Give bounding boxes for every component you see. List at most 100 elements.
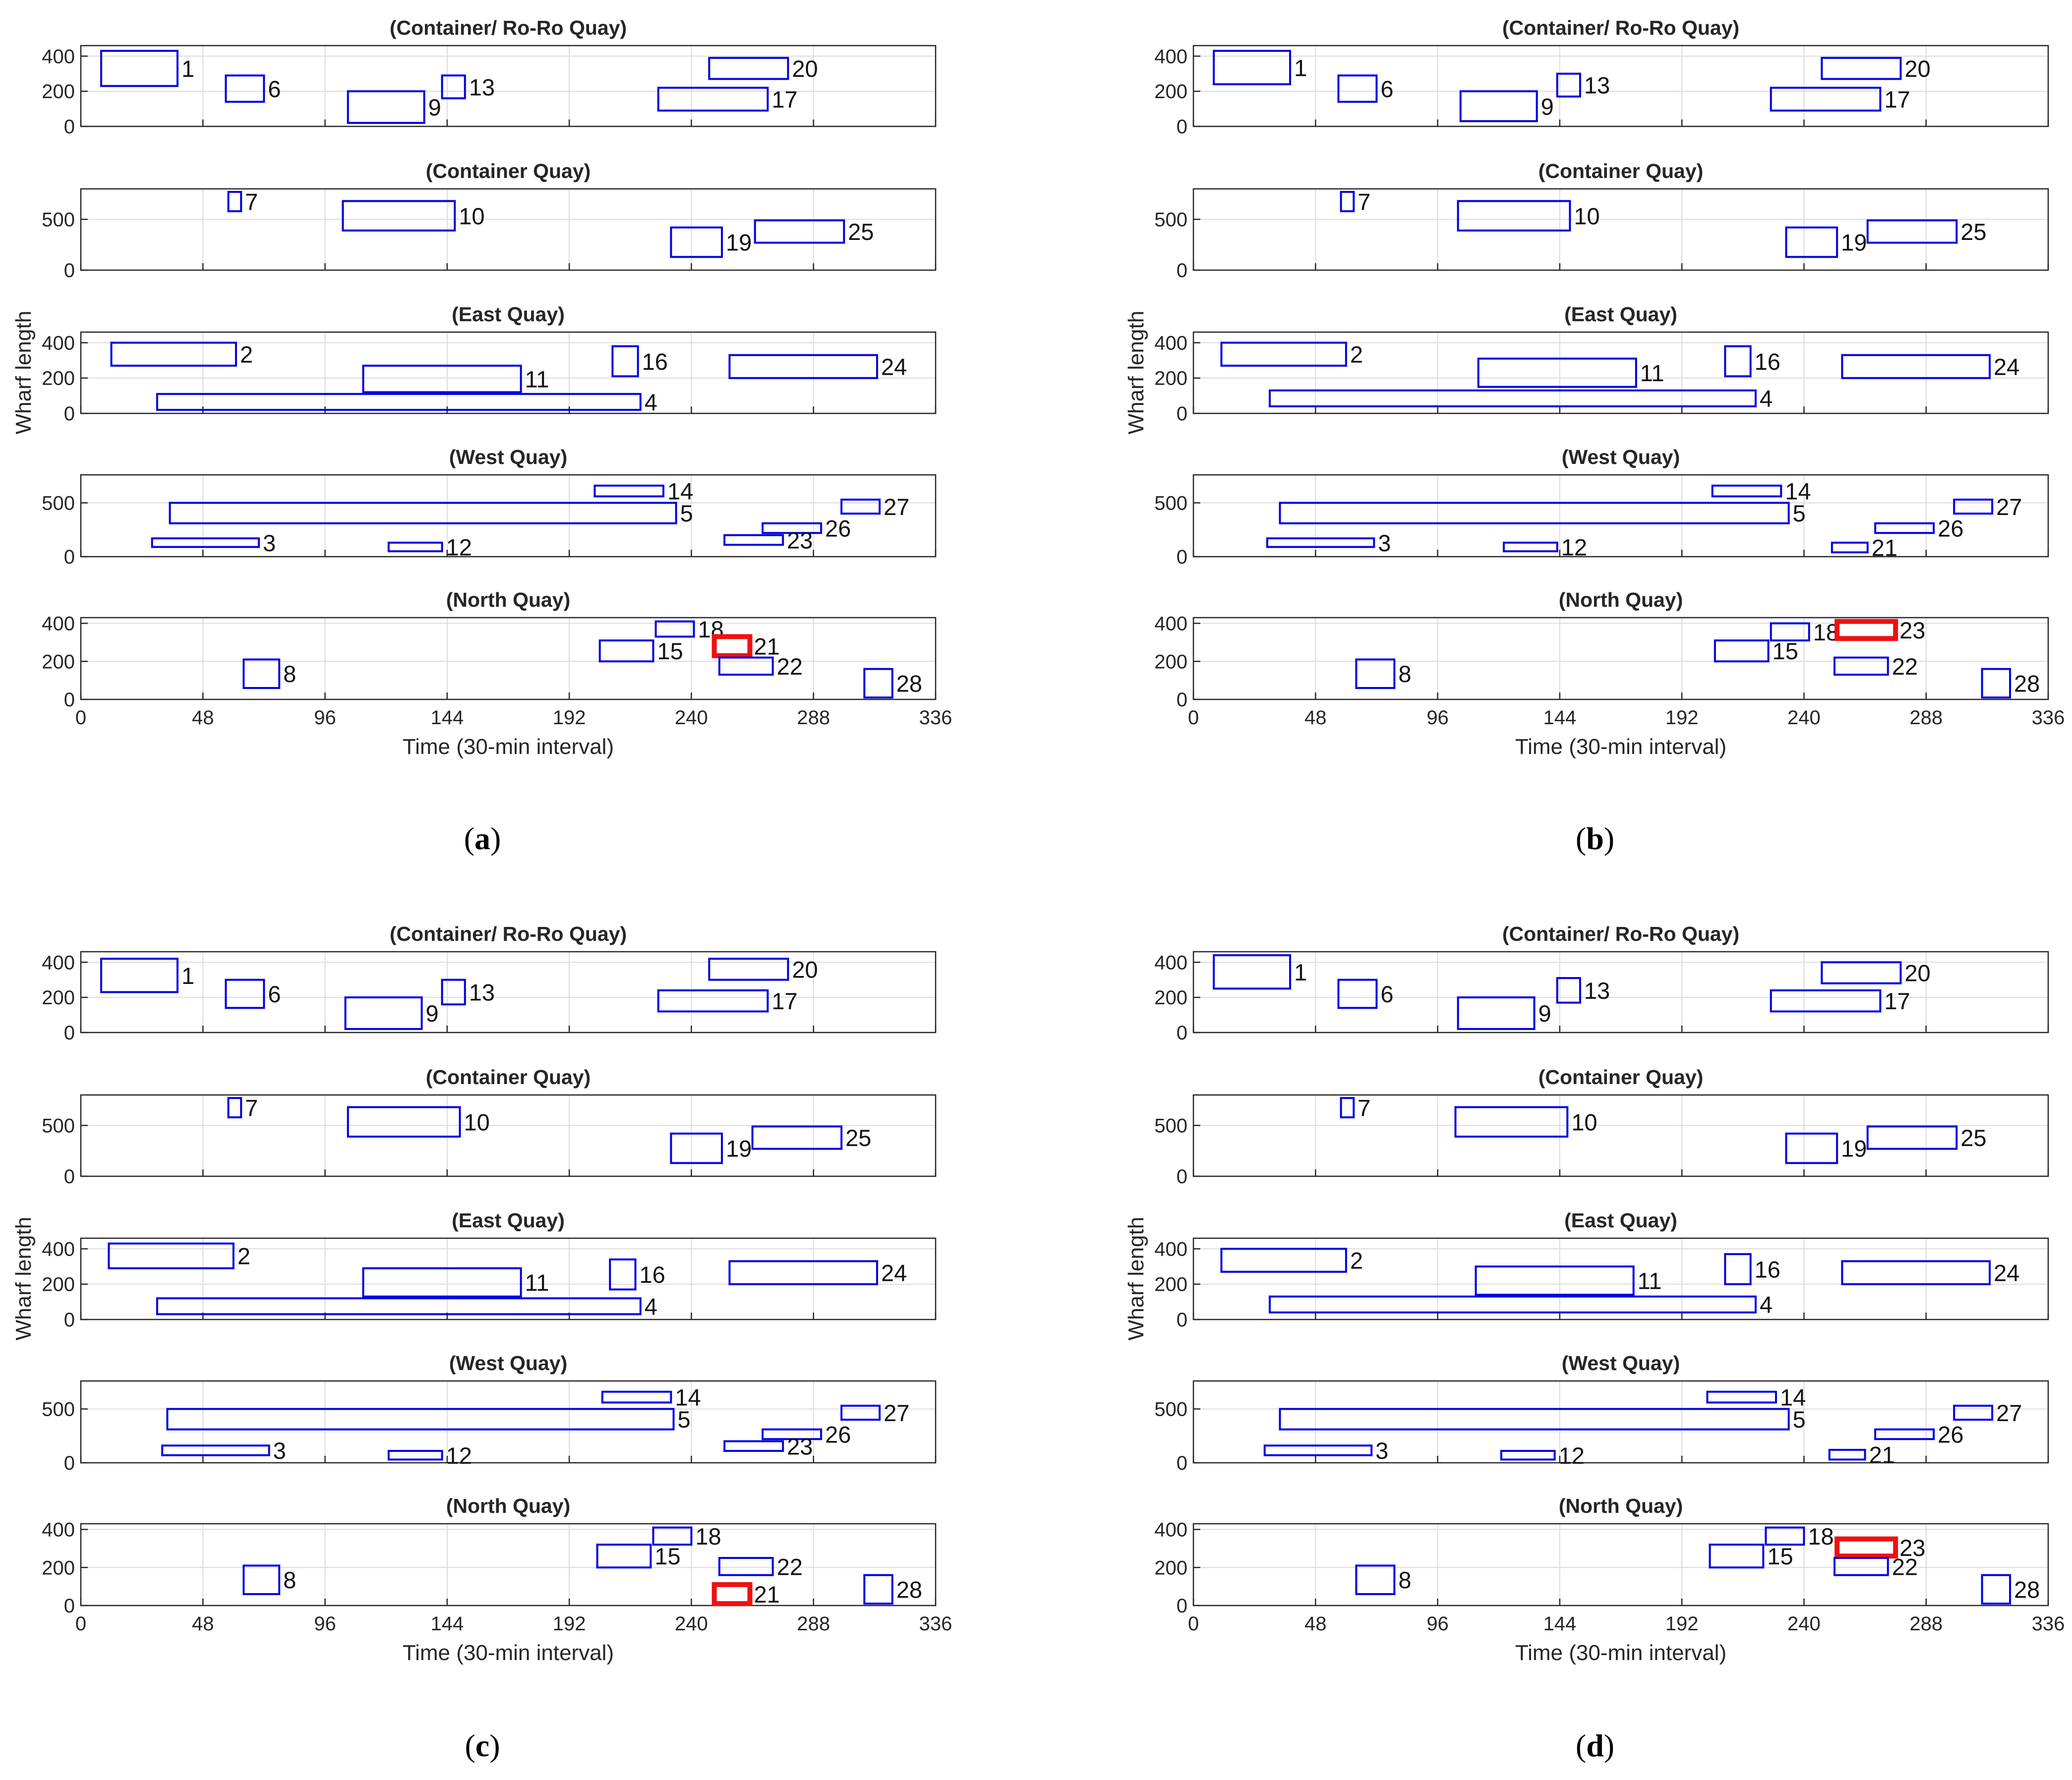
x-tick-label: 0 bbox=[1188, 1613, 1199, 1635]
vessel-label: 26 bbox=[1938, 1421, 1963, 1447]
vessel-label: 24 bbox=[1994, 1260, 2019, 1286]
y-tick-label: 200 bbox=[1154, 368, 1187, 390]
caption-a: (a) bbox=[464, 821, 501, 856]
vessel-box bbox=[1828, 1448, 1866, 1461]
y-tick-label: 500 bbox=[1154, 492, 1187, 514]
quay-title: (Container/ Ro-Ro Quay) bbox=[1502, 922, 1739, 945]
caption-b: (b) bbox=[1575, 821, 1615, 856]
vessel-box bbox=[728, 1260, 878, 1285]
vessel-box bbox=[1556, 977, 1581, 1004]
vessel-label: 10 bbox=[464, 1109, 490, 1135]
vessel-box bbox=[670, 226, 723, 258]
vessel-box bbox=[1841, 1260, 1991, 1285]
x-tick-label: 240 bbox=[1787, 707, 1821, 729]
vessel-box bbox=[708, 958, 789, 981]
vessel-box bbox=[1770, 622, 1810, 642]
caption-b-letter: b bbox=[1586, 821, 1604, 856]
x-tick-label: 288 bbox=[1909, 1613, 1943, 1635]
vessel-label: 24 bbox=[881, 1260, 907, 1286]
vessel-label: 21 bbox=[754, 1581, 779, 1608]
vessel-label: 26 bbox=[825, 515, 851, 541]
vessel-box bbox=[1724, 1253, 1752, 1285]
vessel-label: 12 bbox=[446, 534, 472, 560]
x-tick-label: 96 bbox=[314, 707, 336, 729]
vessel-label: 21 bbox=[754, 633, 779, 660]
axes-box bbox=[80, 1237, 937, 1321]
vessel-label: 19 bbox=[1841, 1136, 1867, 1162]
vessel-label: 28 bbox=[2014, 1576, 2040, 1603]
vessel-box bbox=[751, 1125, 843, 1150]
y-tick-label: 400 bbox=[42, 46, 75, 67]
vessel-label: 14 bbox=[675, 1384, 701, 1411]
vessel-label: 16 bbox=[642, 348, 668, 375]
vessel-box bbox=[161, 1444, 270, 1456]
vessel-box bbox=[169, 502, 677, 524]
y-tick-label: 500 bbox=[42, 492, 75, 514]
quay-title: (West Quay) bbox=[449, 1352, 567, 1375]
y-tick-label: 400 bbox=[42, 332, 75, 354]
vessel-label: 27 bbox=[884, 494, 909, 520]
vessel-label: 24 bbox=[881, 354, 907, 380]
vessel-box bbox=[242, 658, 281, 689]
vessel-box bbox=[100, 958, 178, 993]
vessel-box bbox=[1268, 1295, 1757, 1314]
y-tick-label: 400 bbox=[42, 1238, 75, 1260]
quay-title: (Container/ Ro-Ro Quay) bbox=[390, 16, 627, 39]
x-tick-label: 0 bbox=[1188, 707, 1199, 729]
quay-title: (West Quay) bbox=[1562, 1352, 1680, 1375]
y-tick-label: 0 bbox=[64, 1022, 75, 1044]
y-tick-label: 200 bbox=[1154, 81, 1187, 103]
vessel-box bbox=[652, 1526, 693, 1546]
quay-title: (East Quay) bbox=[1564, 1209, 1677, 1232]
y-tick-label: 500 bbox=[42, 1398, 75, 1420]
quay-title: (North Quay) bbox=[446, 1494, 571, 1517]
y-tick-label: 200 bbox=[42, 368, 75, 390]
vessel-label: 6 bbox=[1380, 981, 1393, 1007]
vessel-box bbox=[1785, 226, 1838, 258]
vessel-label: 1 bbox=[181, 963, 194, 989]
caption-c: (c) bbox=[465, 1728, 500, 1763]
vessel-box bbox=[670, 1132, 723, 1164]
vessel-box bbox=[1268, 389, 1757, 407]
vessel-label: 3 bbox=[1375, 1437, 1388, 1464]
vessel-label: 11 bbox=[525, 1269, 549, 1296]
y-tick-label: 0 bbox=[64, 1166, 75, 1188]
vessel-label: 3 bbox=[1378, 530, 1391, 556]
vessel-label: 9 bbox=[428, 94, 441, 120]
x-tick-label: 288 bbox=[1909, 707, 1943, 729]
vessel-label: 15 bbox=[1773, 638, 1798, 664]
vessel-box bbox=[1500, 1450, 1556, 1461]
y-tick-label: 500 bbox=[1154, 1115, 1187, 1137]
vessel-label: 5 bbox=[678, 1406, 691, 1433]
vessel-box bbox=[1355, 658, 1396, 689]
vessel-label: 9 bbox=[1541, 93, 1554, 119]
vessel-box bbox=[728, 354, 878, 379]
vessel-box bbox=[1502, 541, 1558, 553]
vessel-label: 4 bbox=[1760, 386, 1773, 412]
axes-box bbox=[1192, 1380, 2049, 1464]
y-tick-label: 200 bbox=[42, 987, 75, 1009]
vessel-label: 22 bbox=[777, 653, 803, 680]
vessel-box bbox=[1874, 522, 1935, 534]
vessel-box bbox=[156, 1297, 642, 1316]
vessel-label: 21 bbox=[1872, 535, 1897, 561]
vessel-label: 10 bbox=[1574, 203, 1599, 229]
vessel-box bbox=[1866, 219, 1958, 244]
axes-box bbox=[80, 45, 937, 127]
x-tick-label: 96 bbox=[314, 1613, 336, 1635]
vessel-label: 2 bbox=[1350, 342, 1363, 368]
y-axis-label: Wharf length bbox=[11, 1217, 36, 1340]
vessel-label: 17 bbox=[1884, 988, 1910, 1014]
vessel-label: 17 bbox=[1884, 86, 1910, 113]
vessel-box bbox=[1266, 537, 1375, 548]
x-tick-label: 192 bbox=[1665, 707, 1699, 729]
vessel-box bbox=[1834, 656, 1889, 676]
vessel-label: 25 bbox=[845, 1125, 871, 1151]
vessel-label: 23 bbox=[1899, 1535, 1925, 1561]
vessel-box bbox=[1981, 1574, 2012, 1605]
vessel-box bbox=[1841, 354, 1991, 379]
vessel-box bbox=[840, 1404, 881, 1421]
vessel-label: 1 bbox=[1294, 55, 1307, 81]
axes-box bbox=[1192, 1523, 2049, 1607]
